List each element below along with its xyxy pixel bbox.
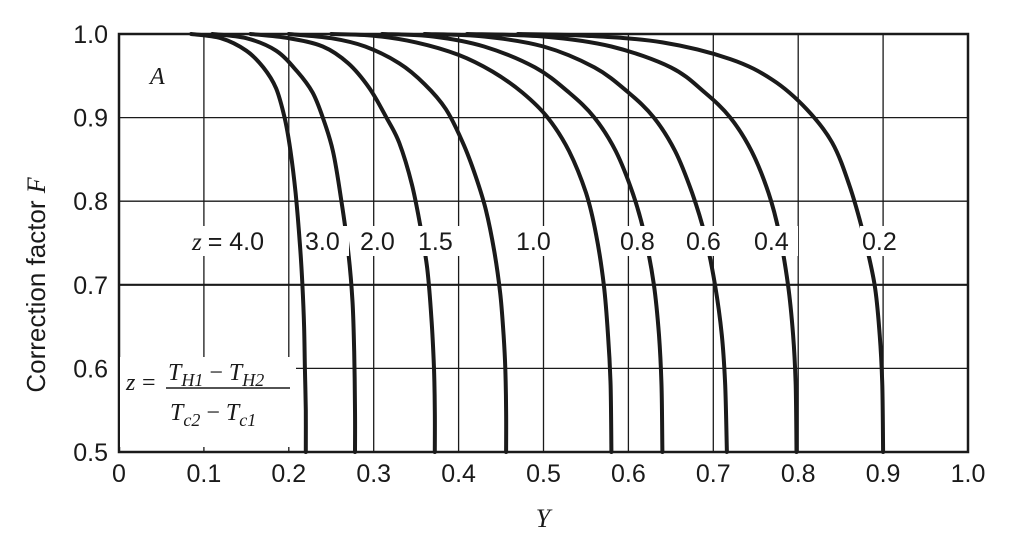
curve-label-value: 0.8: [620, 228, 655, 256]
x-tick-label: 0.3: [356, 460, 391, 488]
curve-z-0-6: [422, 32, 729, 454]
curve-label-background: [358, 226, 404, 256]
formula-subscript: H2: [241, 370, 264, 390]
formula-symbol: T: [229, 360, 244, 386]
panel-label: A: [148, 64, 165, 90]
curve-label-value: 1.5: [418, 228, 453, 256]
z-formula: z = TH1 − TH2 Tc2 − Tc1: [120, 357, 296, 447]
curve-label-value: = 4.0: [208, 228, 264, 256]
curve-label: 0.8: [620, 228, 655, 256]
curve-label: z = 4.0: [191, 228, 264, 256]
formula-operator: −: [203, 360, 229, 386]
curve-z-3-0: [210, 32, 358, 454]
x-tick-label: 1.0: [951, 460, 986, 488]
formula-lhs: z: [125, 370, 136, 396]
formula-subscript: H1: [180, 370, 203, 390]
formula-numerator: TH1 − TH2: [168, 360, 264, 390]
curve-label-value: 0.4: [754, 228, 789, 256]
curve-label-background: [416, 226, 462, 256]
curve-label: 2.0: [360, 228, 395, 256]
y-tick-labels: 0.5 0.6 0.7 0.8 0.9 1.0: [73, 21, 108, 467]
curve-label: 0.2: [862, 228, 897, 256]
formula-subscript: c2: [183, 410, 200, 430]
x-tick-label: 0.9: [866, 460, 901, 488]
x-tick-label: 0.6: [611, 460, 646, 488]
y-tick-label: 1.0: [73, 21, 108, 49]
y-axis-label: Correction factor F: [21, 176, 51, 392]
curve-label: 1.0: [516, 228, 551, 256]
curve-label-background: [188, 226, 284, 256]
curve-label-background: [860, 226, 906, 256]
curve-z-2-0: [248, 32, 437, 454]
formula-background: [120, 357, 296, 447]
formula-subscript: c1: [239, 410, 256, 430]
x-tick-label: 0.8: [781, 460, 816, 488]
formula-symbol: T: [226, 400, 241, 426]
curve-label: 3.0: [305, 228, 340, 256]
curve-z-0-2: [516, 32, 886, 454]
curve-z-4-0: [189, 32, 308, 454]
curves: [189, 32, 886, 454]
curve-label-prefix: z: [191, 229, 202, 256]
y-tick-label: 0.7: [73, 272, 108, 300]
curve-z-1-5: [286, 32, 509, 454]
x-tick-label: 0.5: [526, 460, 561, 488]
plot-frame: [117, 32, 970, 454]
curve-label-background: [303, 226, 349, 256]
curve-label-background: [514, 226, 560, 256]
formula-equals: =: [142, 370, 156, 396]
y-tick-label: 0.8: [73, 188, 108, 216]
y-tick-label: 0.5: [73, 439, 108, 467]
formula-symbol: T: [170, 400, 185, 426]
curve-labels: z = 4.0 3.0 2.0 1.5 1.0 0.8 0.6 0.4 0.2: [188, 226, 906, 256]
x-tick-label: 0.7: [696, 460, 731, 488]
curve-label-background: [684, 226, 730, 256]
x-tick-label: 0.1: [187, 460, 222, 488]
curve-label-background: [752, 226, 798, 256]
curve-z-1-0: [329, 32, 614, 454]
formula-symbol: T: [168, 360, 183, 386]
x-axis-label: Y: [536, 504, 553, 533]
x-tick-label: 0.2: [271, 460, 306, 488]
x-tick-label: 0: [112, 460, 126, 488]
x-tick-label: 0.4: [441, 460, 476, 488]
curve-label: 0.4: [754, 228, 789, 256]
y-axis-label-symbol: F: [22, 176, 51, 194]
formula-denominator: Tc2 − Tc1: [170, 400, 256, 430]
y-tick-label: 0.9: [73, 105, 108, 133]
formula-operator: −: [200, 400, 226, 426]
curve-label-value: 2.0: [360, 228, 395, 256]
y-axis-label-text: Correction factor: [21, 193, 51, 392]
curve-z-0-8: [380, 32, 665, 454]
curve-z-0-4: [465, 32, 799, 454]
curve-label: 1.5: [418, 228, 453, 256]
curve-label-value: 3.0: [305, 228, 340, 256]
curve-label-value: 0.2: [862, 228, 897, 256]
curve-label-background: [618, 226, 664, 256]
x-tick-labels: 0 0.1 0.2 0.3 0.4 0.5 0.6 0.7 0.8 0.9 1.0: [112, 460, 985, 488]
curve-label-value: 1.0: [516, 228, 551, 256]
curve-label-value: 0.6: [686, 228, 721, 256]
curve-label: 0.6: [686, 228, 721, 256]
y-tick-label: 0.6: [73, 355, 108, 383]
